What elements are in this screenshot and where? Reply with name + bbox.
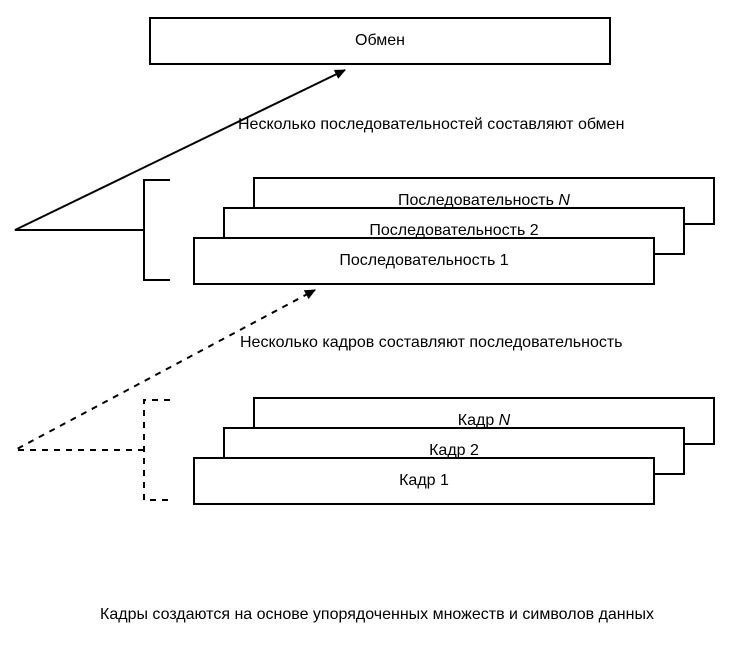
exchange-box-label: Обмен <box>355 32 405 49</box>
frame-bracket <box>144 400 170 500</box>
sequence-box-2-label: Последовательность 1 <box>339 252 508 269</box>
caption-frames-from-ordered-sets: Кадры создаются на основе упорядоченных … <box>100 606 654 623</box>
frame-box-0-label: Кадр N <box>458 412 511 429</box>
sequence-box-0-label: Последовательность N <box>398 192 570 209</box>
frame-box-1-label: Кадр 2 <box>429 442 479 459</box>
frame-box-2-label: Кадр 1 <box>399 472 449 489</box>
caption-sequences-compose-exchange: Несколько последовательностей составляют… <box>238 116 624 133</box>
sequence-box-1-label: Последовательность 2 <box>369 222 538 239</box>
caption-frames-compose-sequence: Несколько кадров составляют последовател… <box>240 334 623 351</box>
seq-bracket <box>144 180 170 280</box>
